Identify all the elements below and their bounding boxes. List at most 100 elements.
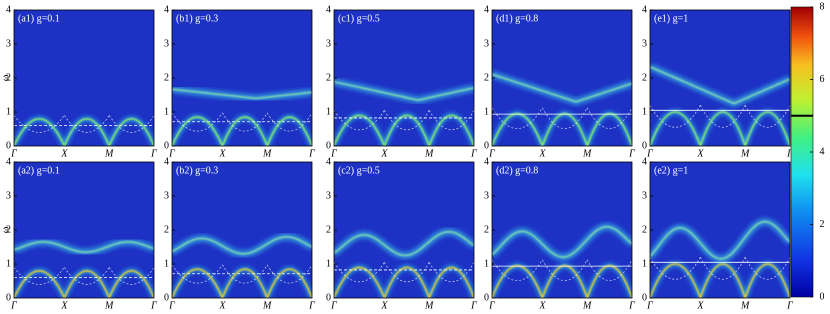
y-tick-label: 1: [164, 258, 169, 269]
guide-curve: [334, 262, 474, 282]
y-tick-label: 4: [6, 4, 11, 15]
colorbar: [790, 6, 814, 298]
x-tick-label: M: [740, 148, 750, 159]
x-tick-label: Γ: [168, 300, 175, 311]
x-tick-label: X: [538, 300, 546, 311]
y-tick-label: 3: [484, 38, 489, 49]
panel-title: (b1) g=0.3: [176, 13, 218, 24]
x-tick-label: X: [380, 300, 388, 311]
x-tick-label: X: [218, 148, 226, 159]
y-tick-label: 3: [642, 38, 647, 49]
x-tick-label: Γ: [150, 300, 157, 311]
y-axis-label: ω: [0, 74, 11, 81]
y-tick-label: 1: [164, 106, 169, 117]
y-tick-label: 0: [6, 140, 11, 151]
upper-core: [492, 225, 632, 258]
panel-title: (e2) g=1: [654, 165, 688, 176]
x-tick-label: X: [538, 148, 546, 159]
upper-core: [172, 236, 312, 255]
band-core: [172, 268, 312, 298]
upper-core: [14, 241, 154, 253]
y-tick-label: 1: [642, 106, 647, 117]
y-tick-label: 0: [484, 292, 489, 303]
y-tick-label: 3: [642, 190, 647, 201]
x-tick-label: Γ: [628, 148, 635, 159]
band-core: [650, 263, 790, 298]
y-tick-label: 0: [326, 140, 331, 151]
heatmap-background: [172, 10, 312, 146]
x-tick-label: Γ: [470, 300, 477, 311]
y-tick-label: 2: [642, 72, 647, 83]
y-tick-label: 3: [164, 190, 169, 201]
x-tick-label: Γ: [786, 300, 793, 311]
panel: (d1) g=0.8 0 1 2 3 4 Γ X M Γ: [484, 4, 635, 159]
y-tick-label: 0: [6, 292, 11, 303]
x-tick-label: Γ: [470, 148, 477, 159]
y-tick-label: 0: [642, 140, 647, 151]
panel: (d2) g=0.8 0 1 2 3 4 Γ X M Γ: [484, 156, 635, 311]
heatmap: [334, 228, 474, 298]
upper-core: [334, 80, 474, 101]
panel-title: (a1) g=0.1: [18, 13, 60, 24]
heatmap: [14, 93, 154, 146]
heatmap: [492, 70, 632, 146]
panel-title: (a2) g=0.1: [18, 165, 60, 176]
x-tick-label: M: [740, 300, 750, 311]
y-tick-label: 4: [164, 156, 169, 167]
guide-curve: [492, 259, 632, 281]
y-tick-label: 0: [326, 292, 331, 303]
y-tick-label: 0: [164, 292, 169, 303]
y-tick-label: 4: [642, 156, 647, 167]
heatmap: [334, 78, 474, 146]
heatmap-background: [172, 162, 312, 298]
panel: (c2) g=0.5 0 1 2 3 4 Γ X M Γ: [326, 156, 477, 311]
guide-curve: [172, 264, 312, 284]
panel-title: (b2) g=0.3: [176, 165, 218, 176]
x-tick-label: X: [380, 148, 388, 159]
x-tick-label: Γ: [330, 148, 337, 159]
upper-core: [650, 220, 790, 260]
upper-core: [334, 231, 474, 257]
guide-curve: [650, 105, 790, 128]
x-tick-label: X: [218, 300, 226, 311]
panel: (a1) g=0.1 0 1 2 3 4 Γ X M Γ: [6, 4, 157, 159]
heatmap: [172, 233, 312, 298]
upper-core: [650, 66, 790, 105]
colorbar-tick-label: 2: [820, 219, 825, 230]
y-tick-label: 2: [6, 72, 11, 83]
x-tick-label: M: [104, 148, 114, 159]
panel: (b1) g=0.3 0 1 2 3 4 Γ X M Γ: [164, 4, 315, 159]
x-tick-label: Γ: [786, 148, 793, 159]
heatmap: [492, 223, 632, 298]
colorbar-tick-label: 6: [820, 74, 825, 85]
guide-curve: [172, 112, 312, 132]
y-tick-label: 0: [642, 292, 647, 303]
upper-core: [492, 73, 632, 103]
panel-title: (d2) g=0.8: [496, 165, 538, 176]
y-tick-label: 0: [484, 140, 489, 151]
x-tick-label: Γ: [150, 148, 157, 159]
heatmap-background: [492, 10, 632, 146]
y-tick-label: 2: [326, 72, 331, 83]
y-tick-label: 1: [6, 258, 11, 269]
y-axis-label: ω: [0, 226, 11, 233]
y-tick-label: 3: [326, 38, 331, 49]
panel: (b2) g=0.3 0 1 2 3 4 Γ X M Γ: [164, 156, 315, 311]
y-tick-label: 4: [164, 4, 169, 15]
y-tick-label: 3: [6, 190, 11, 201]
band-core: [172, 116, 312, 146]
x-tick-label: Γ: [308, 148, 315, 159]
x-tick-label: X: [60, 300, 68, 311]
y-tick-label: 4: [326, 156, 331, 167]
panel: (c1) g=0.5 0 1 2 3 4 Γ X M Γ: [326, 4, 477, 159]
y-tick-label: 4: [642, 4, 647, 15]
x-tick-label: M: [104, 300, 114, 311]
y-tick-label: 3: [6, 38, 11, 49]
heatmap-background: [334, 10, 474, 146]
y-tick-label: 3: [484, 190, 489, 201]
x-tick-label: M: [262, 300, 272, 311]
x-tick-label: X: [696, 300, 704, 311]
y-tick-label: 1: [484, 258, 489, 269]
colorbar-tick-label: 4: [820, 146, 825, 157]
